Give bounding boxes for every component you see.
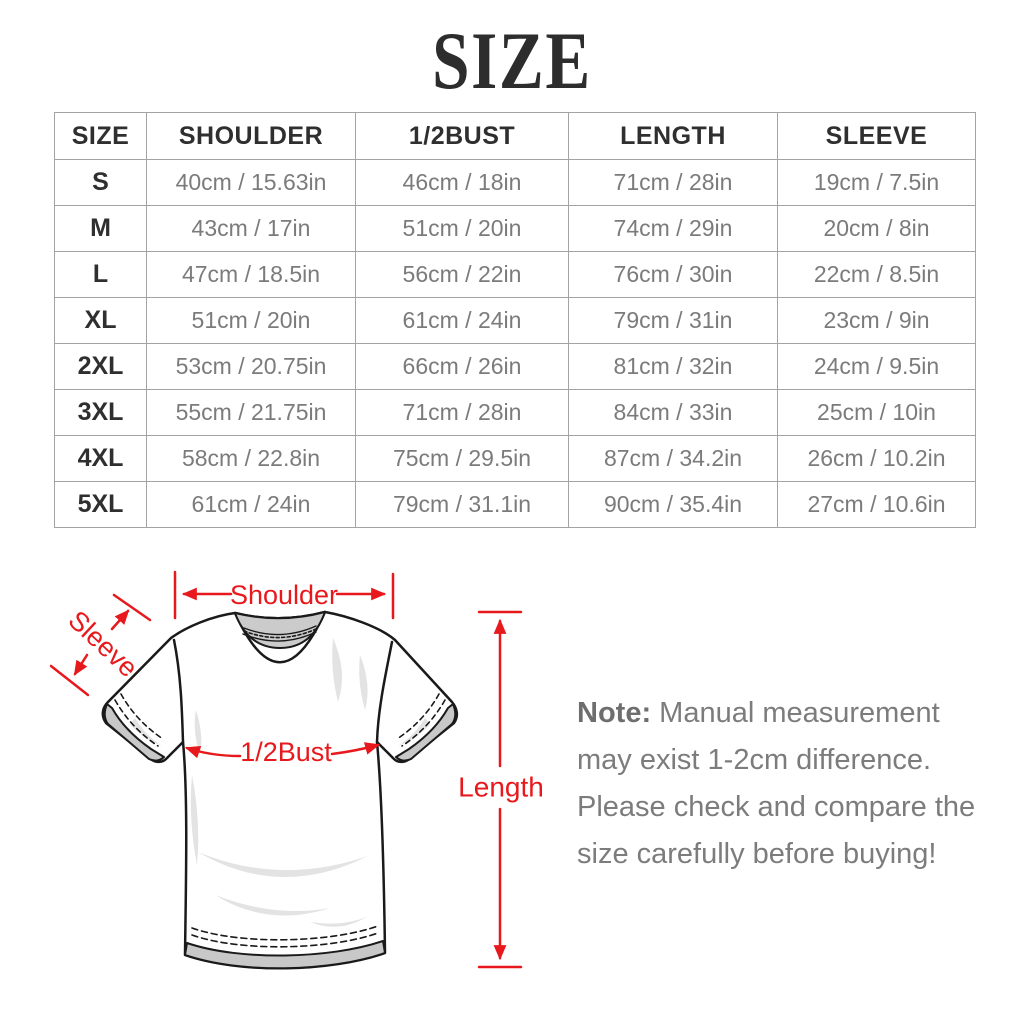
table-row: M 43cm / 17in 51cm / 20in 74cm / 29in 20… [54,205,976,252]
sleeve-seam-left [172,638,185,744]
sleeve-label: Sleeve [63,605,144,683]
measurement-cell: 27cm / 10.6in [777,481,976,528]
size-label-cell: S [54,159,147,206]
measurement-cell: 51cm / 20in [355,205,569,252]
measurement-cell: 51cm / 20in [146,297,356,344]
size-label-cell: 5XL [54,481,147,528]
table-row: 3XL 55cm / 21.75in 71cm / 28in 84cm / 33… [54,389,976,436]
measurement-cell: 53cm / 20.75in [146,343,356,390]
table-row: 4XL 58cm / 22.8in 75cm / 29.5in 87cm / 3… [54,435,976,482]
note-label: Note: [577,697,652,729]
size-label-cell: L [54,251,147,298]
measurement-cell: 61cm / 24in [355,297,569,344]
measurement-cell: 26cm / 10.2in [777,435,976,482]
measurement-cell: 81cm / 32in [568,343,778,390]
note-paragraph: Note: Manual measurement may exist 1-2cm… [577,690,991,878]
shoulder-label: Shoulder [230,580,338,610]
measurement-cell: 87cm / 34.2in [568,435,778,482]
header-cell-size: SIZE [54,112,147,160]
fabric-wrinkles [130,638,430,927]
measurement-cell: 79cm / 31in [568,297,778,344]
measurement-cell: 25cm / 10in [777,389,976,436]
page-title: SIZE [432,15,592,106]
length-arrow [477,610,523,969]
measurement-cell: 76cm / 30in [568,251,778,298]
measurement-cell: 56cm / 22in [355,251,569,298]
measurement-cell: 23cm / 9in [777,297,976,344]
measurement-cell: 24cm / 9.5in [777,343,976,390]
sleeve-seam-right [375,640,394,744]
table-row: L 47cm / 18.5in 56cm / 22in 76cm / 30in … [54,251,976,298]
header-cell-shoulder: SHOULDER [146,112,356,160]
measurement-cell: 79cm / 31.1in [355,481,569,528]
note-text: Manual measurement may exist 1-2cm diffe… [577,697,976,870]
measurement-cell: 75cm / 29.5in [355,435,569,482]
header-cell-length: LENGTH [568,112,778,160]
table-row: 2XL 53cm / 20.75in 66cm / 26in 81cm / 32… [54,343,976,390]
measurement-cell: 19cm / 7.5in [777,159,976,206]
length-label: Length [458,772,544,803]
measurement-cell: 43cm / 17in [146,205,356,252]
size-label-cell: XL [54,297,147,344]
size-label-cell: 4XL [54,435,147,482]
measurement-cell: 66cm / 26in [355,343,569,390]
tshirt-illustration [101,610,459,970]
measurement-cell: 90cm / 35.4in [568,481,778,528]
bust-label: 1/2Bust [240,737,332,767]
shoulder-arrow [173,570,395,620]
table-row: 5XL 61cm / 24in 79cm / 31.1in 90cm / 35.… [54,481,976,528]
measurement-cell: 74cm / 29in [568,205,778,252]
hem-stitching [191,925,379,948]
size-table: SIZE SHOULDER 1/2BUST LENGTH SLEEVE S 40… [54,112,976,528]
measurement-cell: 61cm / 24in [146,481,356,528]
size-label-cell: 2XL [54,343,147,390]
measurement-cell: 40cm / 15.63in [146,159,356,206]
cuff-stitching [114,693,446,747]
measurement-cell: 71cm / 28in [355,389,569,436]
sleeve-arrow [49,593,152,697]
table-row: XL 51cm / 20in 61cm / 24in 79cm / 31in 2… [54,297,976,344]
size-label-cell: 3XL [54,389,147,436]
measurement-cell: 46cm / 18in [355,159,569,206]
measurement-cell: 84cm / 33in [568,389,778,436]
measurement-cell: 22cm / 8.5in [777,251,976,298]
collar-stitching [242,625,317,642]
header-cell-bust: 1/2BUST [355,112,569,160]
measurement-cell: 47cm / 18.5in [146,251,356,298]
measurement-cell: 58cm / 22.8in [146,435,356,482]
measurement-cell: 71cm / 28in [568,159,778,206]
tshirt-measurement-diagram: Shoulder Sleeve 1/2Bust Lengt [49,570,544,970]
measurement-cell: 55cm / 21.75in [146,389,356,436]
cuff-right [395,703,457,762]
size-label-cell: M [54,205,147,252]
hem-band [184,940,386,970]
measurement-cell: 20cm / 8in [777,205,976,252]
cuff-left [103,703,165,762]
table-row: S 40cm / 15.63in 46cm / 18in 71cm / 28in… [54,159,976,206]
table-header-row: SIZE SHOULDER 1/2BUST LENGTH SLEEVE [54,112,976,160]
header-cell-sleeve: SLEEVE [777,112,976,160]
bust-arrow [184,742,381,759]
